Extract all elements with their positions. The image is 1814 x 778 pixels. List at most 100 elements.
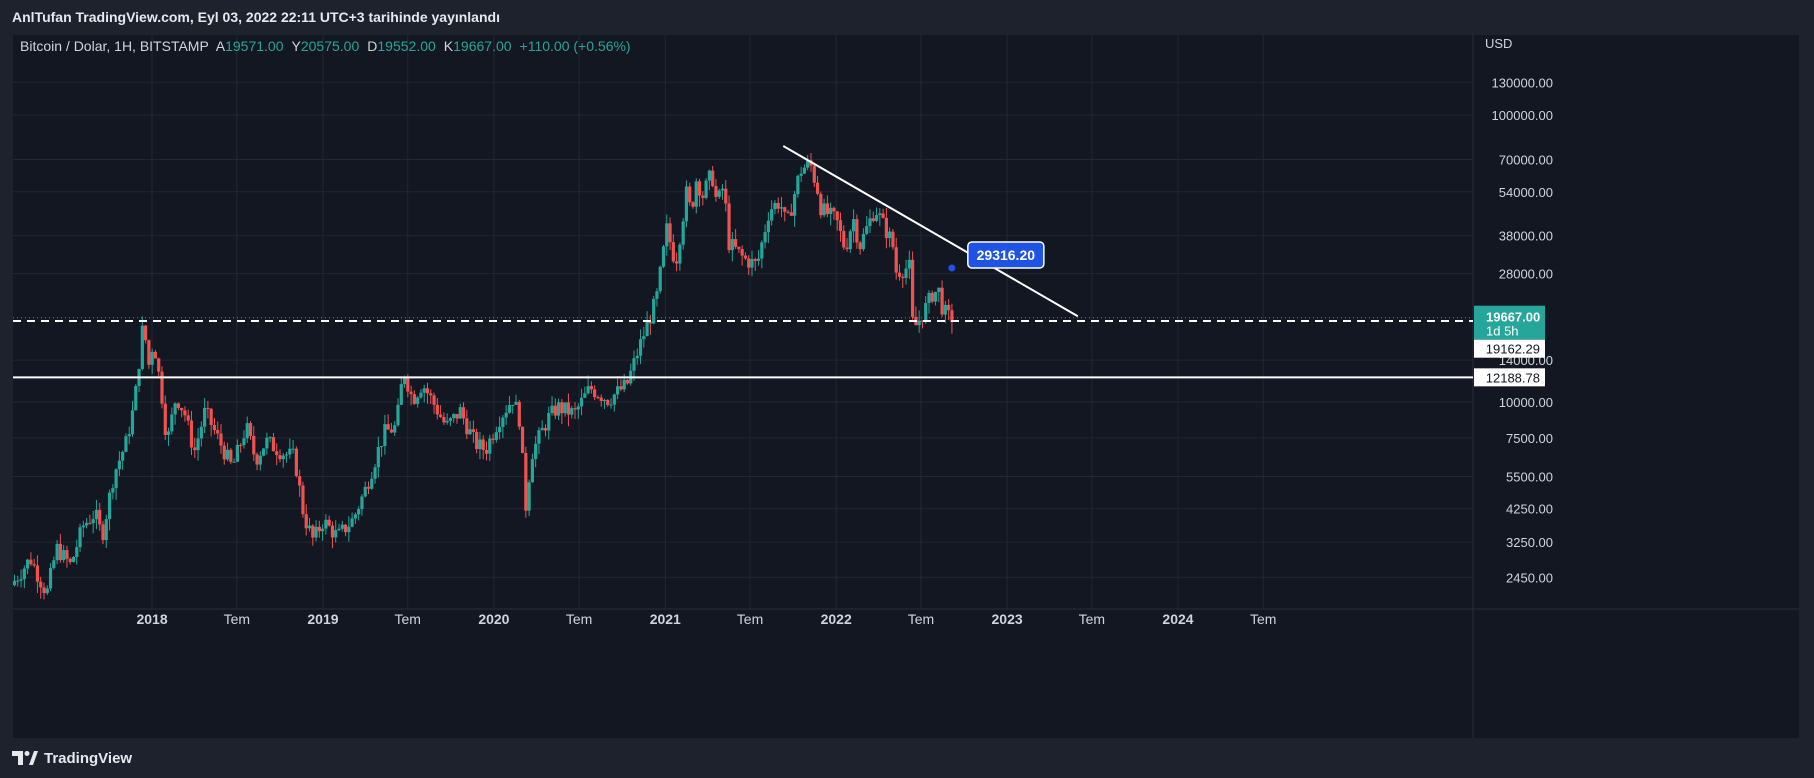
candle-body [16,580,20,582]
chart-pane[interactable]: 29316.20 USD 130000.00 100000.00 70000.00 54… [12,35,1799,738]
candle-body [157,358,161,372]
candle-body [933,291,938,302]
trend-value-text: 29316.20 [977,247,1036,263]
candle-body [484,450,489,454]
candle-body [612,394,616,405]
candle-body [579,397,584,407]
candle-body [727,203,731,251]
price-tick-label: 5500.00 [1506,470,1553,485]
candle-body [619,386,623,390]
candle-body [632,358,636,371]
symbol-label: Bitcoin / Dolar, 1H, BITSTAMP A19571.00 Y2… [20,38,631,54]
candle-body [609,404,613,406]
axis-unit-label: USD [1485,36,1512,51]
candle-body [793,194,797,216]
candle-body [593,389,597,398]
candle-body [19,579,23,581]
footer-brand[interactable]: TradingView [12,745,132,771]
candle-body [616,386,620,395]
time-tick-label: Tem [1079,611,1105,627]
candle-body [357,509,361,515]
candle-body [897,272,902,277]
level-price-value: 12188.78 [1486,370,1540,385]
candle-body [62,550,66,561]
candle-body [750,259,754,268]
price-tick-label: 130000.00 [1492,75,1553,90]
candle-body [455,413,459,419]
time-tick-label: 2021 [650,611,681,627]
candle-body [602,399,607,401]
candle-body [701,195,705,198]
candle-body [881,213,885,218]
candle-body [81,525,85,528]
candle-body [478,439,482,450]
candle-body [45,588,49,594]
candle-body [416,397,420,404]
candle-body [652,298,656,324]
candle-body [707,170,711,181]
candle-body [121,451,125,461]
candle-body [658,266,662,292]
candle-body [622,379,626,390]
trend-point-marker [948,264,956,272]
price-axis[interactable]: USD 130000.00 100000.00 70000.00 54000.00 380… [1474,36,1553,585]
candle-body [714,186,718,197]
candle-body [150,351,154,365]
candle-body [58,543,62,561]
candle-body [183,410,187,416]
drawings[interactable]: 29316.20 [13,145,1473,379]
candle-body [435,404,439,415]
candle-body [144,325,148,341]
candle-body [448,418,453,421]
candle-body [383,424,387,447]
price-tick-label: 2450.00 [1506,570,1553,585]
candle-body [471,429,475,432]
candle-body [101,524,105,541]
candle-body [720,188,725,191]
candle-body [589,386,593,390]
candle-body [891,231,895,248]
candle-body [347,526,351,533]
candle-body [819,193,823,216]
candle-body [363,486,367,497]
candle-body [901,276,905,278]
candle-body [39,581,43,588]
price-tick-label: 10000.00 [1499,395,1553,410]
candlestick-chart[interactable]: 29316.20 USD 130000.00 100000.00 70000.00 54… [12,35,1799,738]
candle-body [219,433,223,446]
candle-body [314,526,318,538]
candle-body [406,377,410,392]
candle-body [255,454,259,465]
candle-body [924,302,928,322]
candle-body [917,320,921,326]
candle-body [760,242,764,259]
candle-body [68,558,72,562]
candle-body [304,514,308,529]
candle-body [281,455,285,460]
candle-body [904,268,908,278]
candle-body [481,439,485,451]
price-tick-label: 70000.00 [1499,152,1553,167]
candle-body [491,438,495,440]
candle-body [930,292,934,302]
candle-body [606,399,610,406]
candle-body [740,249,744,256]
candle-body [461,407,466,419]
candle-body [153,351,158,359]
candle-body [911,259,915,318]
candle-body [291,448,295,450]
candle-body [743,255,748,259]
candle-body [166,431,171,435]
candle-body [399,384,403,405]
candle-body [678,244,682,264]
candle-body [242,438,246,446]
candle-body [563,402,567,414]
time-axis[interactable]: 2018 Tem 2019 Tem 2020 Tem 2021 Tem 2022 Tem 2023 T… [136,611,1276,627]
candle-body [675,261,679,264]
candle-body [543,428,548,431]
candle-body [704,180,708,198]
candle-body [779,207,784,209]
candle-body [301,485,305,515]
candle-body [894,247,898,273]
candle-body [307,525,312,529]
